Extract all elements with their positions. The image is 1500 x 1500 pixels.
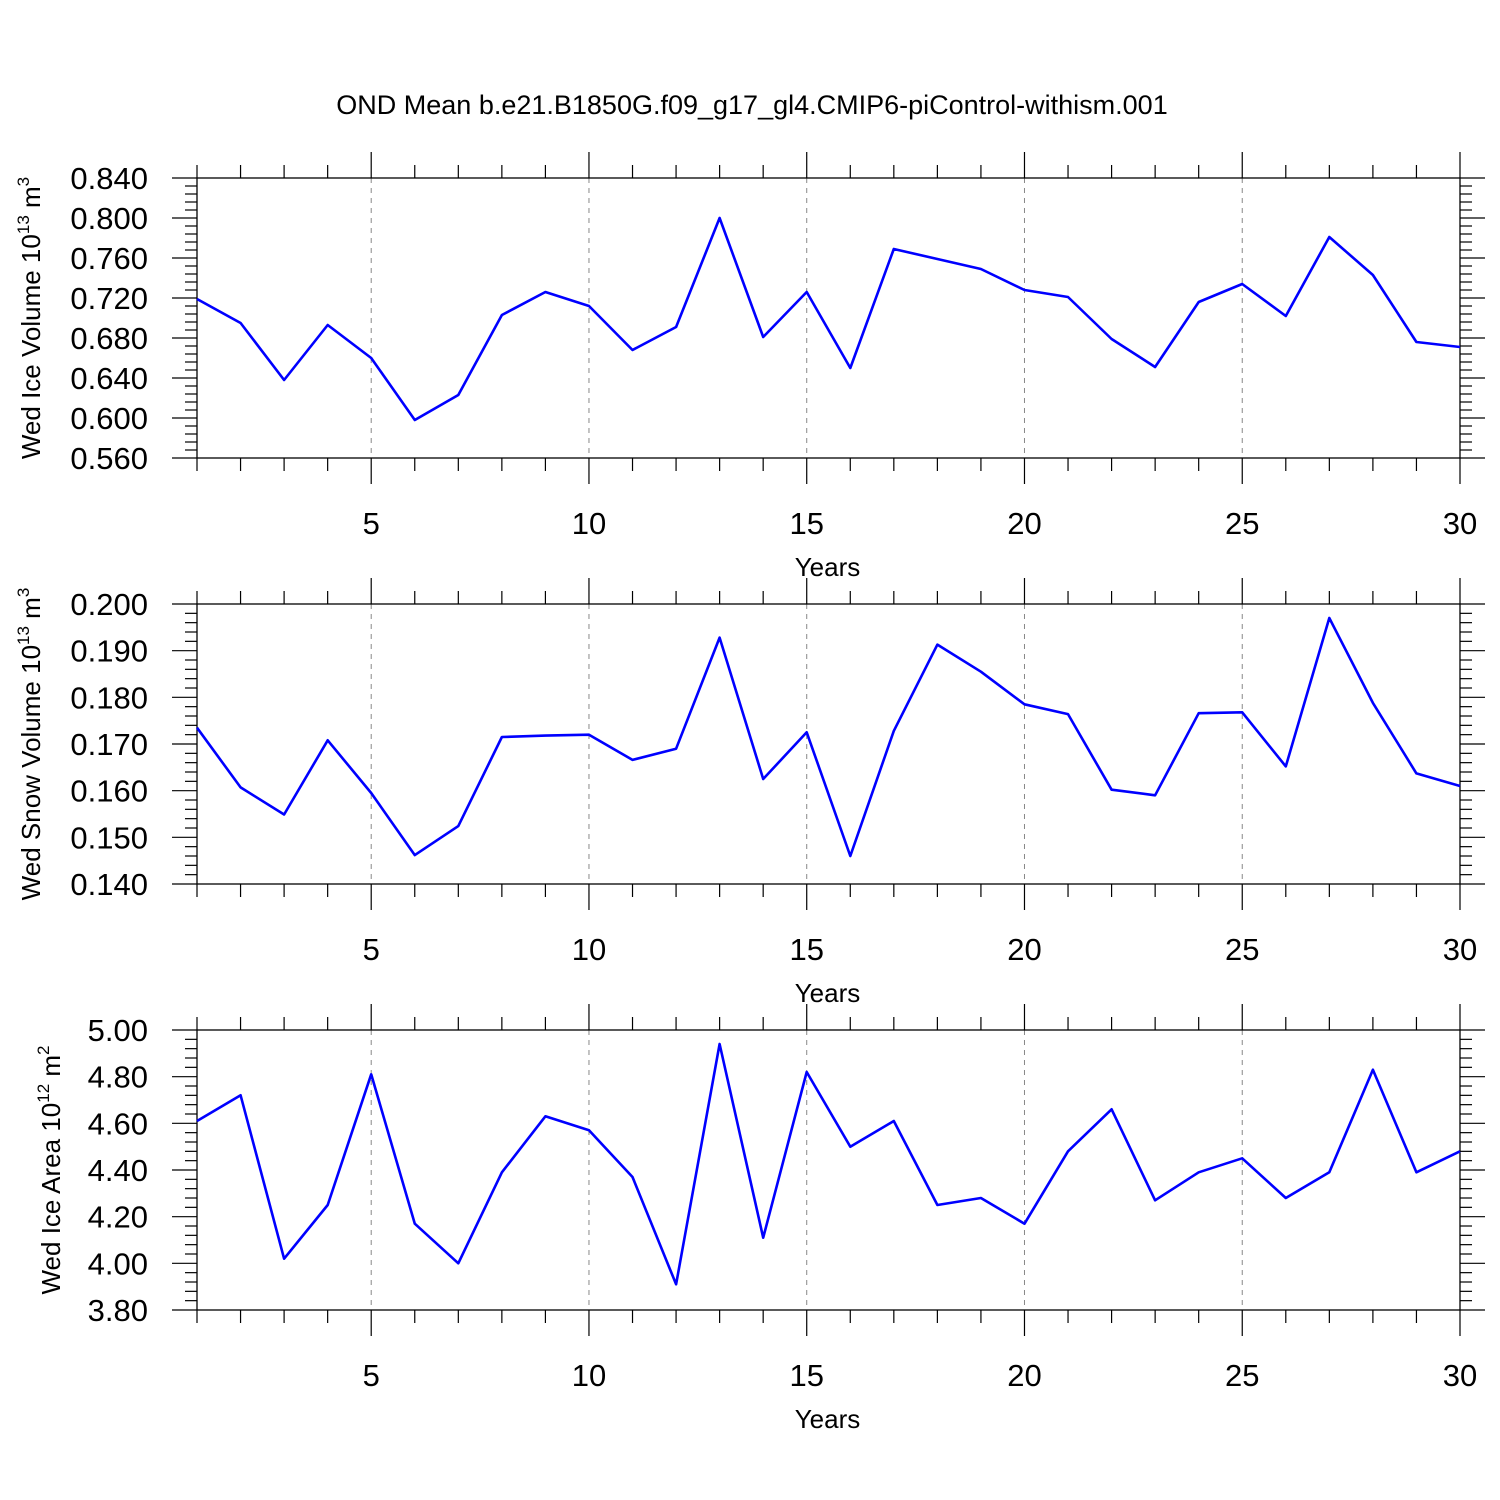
y-tick-label: 4.80 <box>88 1060 148 1095</box>
x-tick-label: 30 <box>1443 506 1477 541</box>
y-tick-label: 4.20 <box>88 1200 148 1235</box>
x-tick-label: 20 <box>1007 506 1041 541</box>
plot-frame <box>196 177 1461 459</box>
y-tick-label: 0.800 <box>70 201 148 236</box>
x-tick-label: 10 <box>572 932 606 967</box>
y-tick-label: 0.560 <box>70 441 148 476</box>
y-tick-label: 4.60 <box>88 1106 148 1141</box>
x-tick-label: 30 <box>1443 932 1477 967</box>
y-tick-label: 3.80 <box>88 1293 148 1328</box>
y-tick-label: 4.40 <box>88 1153 148 1188</box>
y-tick-label: 0.600 <box>70 401 148 436</box>
y-tick-label: 0.720 <box>70 281 148 316</box>
y-axis-label: Wed Snow Volume 1013 m3 <box>14 588 46 901</box>
x-tick-label: 5 <box>363 506 380 541</box>
y-tick-label: 0.200 <box>70 587 148 622</box>
x-tick-label: 15 <box>789 932 823 967</box>
figure-title: OND Mean b.e21.B1850G.f09_g17_gl4.CMIP6-… <box>336 90 1167 120</box>
x-tick-label: 5 <box>363 932 380 967</box>
x-tick-label: 10 <box>572 506 606 541</box>
panel-2: 5 10 15 20 25 30 0.200 0.190 0.180 0.170 0.160 0.15… <box>14 578 1485 1008</box>
x-tick-label: 25 <box>1225 932 1259 967</box>
y-tick-label: 0.190 <box>70 634 148 669</box>
y-tick-label: 0.150 <box>70 820 148 855</box>
plot-frame <box>196 1029 1461 1311</box>
x-tick-label: 20 <box>1007 932 1041 967</box>
x-tick-label: 25 <box>1225 506 1259 541</box>
y-tick-label: 0.140 <box>70 867 148 902</box>
x-axis-label: Years <box>795 978 861 1008</box>
y-tick-label: 0.640 <box>70 361 148 396</box>
plot-frame <box>196 603 1461 885</box>
y-axis-label: Wed Ice Volume 1013 m3 <box>14 177 46 459</box>
x-tick-label: 10 <box>572 1358 606 1393</box>
series-line <box>196 216 1461 422</box>
y-axis-label: Wed Ice Area 1012 m2 <box>34 1045 66 1294</box>
y-tick-label: 0.680 <box>70 321 148 356</box>
panel-3: 5 10 15 20 25 30 5.00 4.80 4.60 4.40 4.20 4.00 3.80 Y… <box>34 1004 1485 1434</box>
x-tick-label: 15 <box>789 1358 823 1393</box>
x-tick-label: 15 <box>789 506 823 541</box>
y-tick-label: 4.00 <box>88 1246 148 1281</box>
x-tick-label: 5 <box>363 1358 380 1393</box>
x-tick-label: 30 <box>1443 1358 1477 1393</box>
x-axis-label: Years <box>795 1404 861 1434</box>
y-tick-label: 0.760 <box>70 241 148 276</box>
panels: 5 10 15 20 25 30 0.840 0.800 0.760 0.720 0.680 0.64… <box>14 152 1485 1434</box>
x-axis-label: Years <box>795 552 861 582</box>
y-tick-label: 0.840 <box>70 161 148 196</box>
y-tick-label: 0.160 <box>70 774 148 809</box>
panel-1: 5 10 15 20 25 30 0.840 0.800 0.760 0.720 0.680 0.64… <box>14 152 1485 582</box>
y-tick-label: 5.00 <box>88 1013 148 1048</box>
x-tick-label: 25 <box>1225 1358 1259 1393</box>
series-line <box>195 616 1461 858</box>
y-tick-label: 0.170 <box>70 727 148 762</box>
x-tick-label: 20 <box>1007 1358 1041 1393</box>
series-line <box>196 1042 1461 1286</box>
y-tick-label: 0.180 <box>70 680 148 715</box>
